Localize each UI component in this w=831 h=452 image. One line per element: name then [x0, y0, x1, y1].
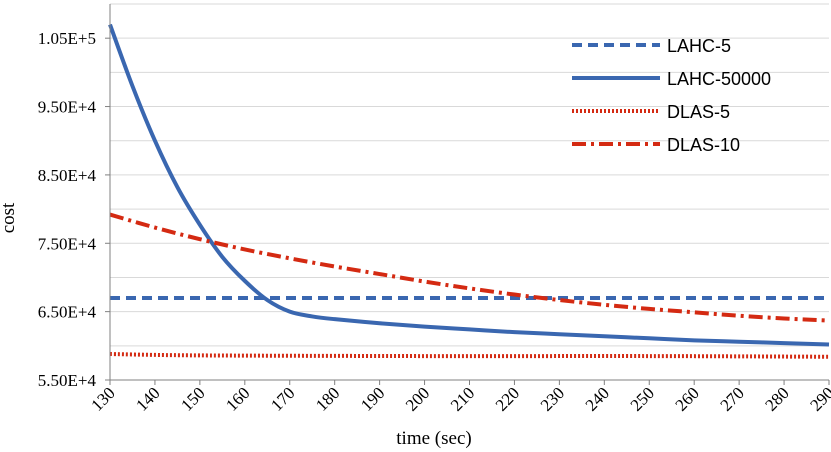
series-group — [108, 23, 830, 359]
y-axis-title: cost — [0, 202, 19, 233]
series-line-lahc-50000 — [108, 23, 830, 347]
x-tick-label: 220 — [492, 383, 523, 414]
x-tick-label: 260 — [672, 383, 703, 414]
y-tick-label: 5.50E+4 — [38, 371, 97, 390]
axes — [105, 4, 830, 385]
legend-label: LAHC-50000 — [667, 69, 771, 89]
x-tick-label: 290 — [806, 383, 831, 414]
gridlines — [110, 3, 829, 381]
legend: LAHC-5 LAHC-50000 DLAS-5 DLAS-10 — [572, 36, 771, 155]
x-tick-label: 200 — [402, 383, 433, 414]
x-tick-label: 150 — [177, 383, 208, 414]
x-tick-label: 180 — [312, 383, 343, 414]
x-tick-label: 210 — [447, 383, 478, 414]
x-tick-label: 170 — [267, 383, 298, 414]
x-tick-label: 270 — [716, 383, 747, 414]
y-tick-label: 7.50E+4 — [38, 234, 97, 253]
legend-label: LAHC-5 — [667, 36, 731, 56]
x-tick-label: 250 — [627, 383, 658, 414]
x-tick-label: 190 — [357, 383, 388, 414]
legend-label: DLAS-10 — [667, 135, 740, 155]
x-tick-labels: 130 140 150 160 170 180 190 200 210 220 230 240 250 2… — [87, 383, 831, 414]
legend-label: DLAS-5 — [667, 102, 730, 122]
y-tick-label: 8.50E+4 — [38, 166, 97, 185]
x-tick-label: 230 — [537, 383, 568, 414]
x-axis-title: time (sec) — [396, 428, 471, 449]
series-line-dlas-10 — [109, 212, 830, 323]
y-tick-label: 6.50E+4 — [38, 303, 97, 322]
x-tick-label: 160 — [222, 383, 253, 414]
y-tick-label: 1.05E+5 — [38, 29, 96, 48]
x-tick-label: 280 — [761, 383, 792, 414]
y-tick-label: 9.50E+4 — [38, 98, 97, 117]
x-tick-label: 240 — [582, 383, 613, 414]
x-tick-label: 140 — [132, 383, 163, 414]
series-line-dlas-5 — [109, 352, 830, 359]
y-tick-labels: 5.50E+4 6.50E+4 7.50E+4 8.50E+4 9.50E+4 1.05E… — [38, 29, 97, 390]
